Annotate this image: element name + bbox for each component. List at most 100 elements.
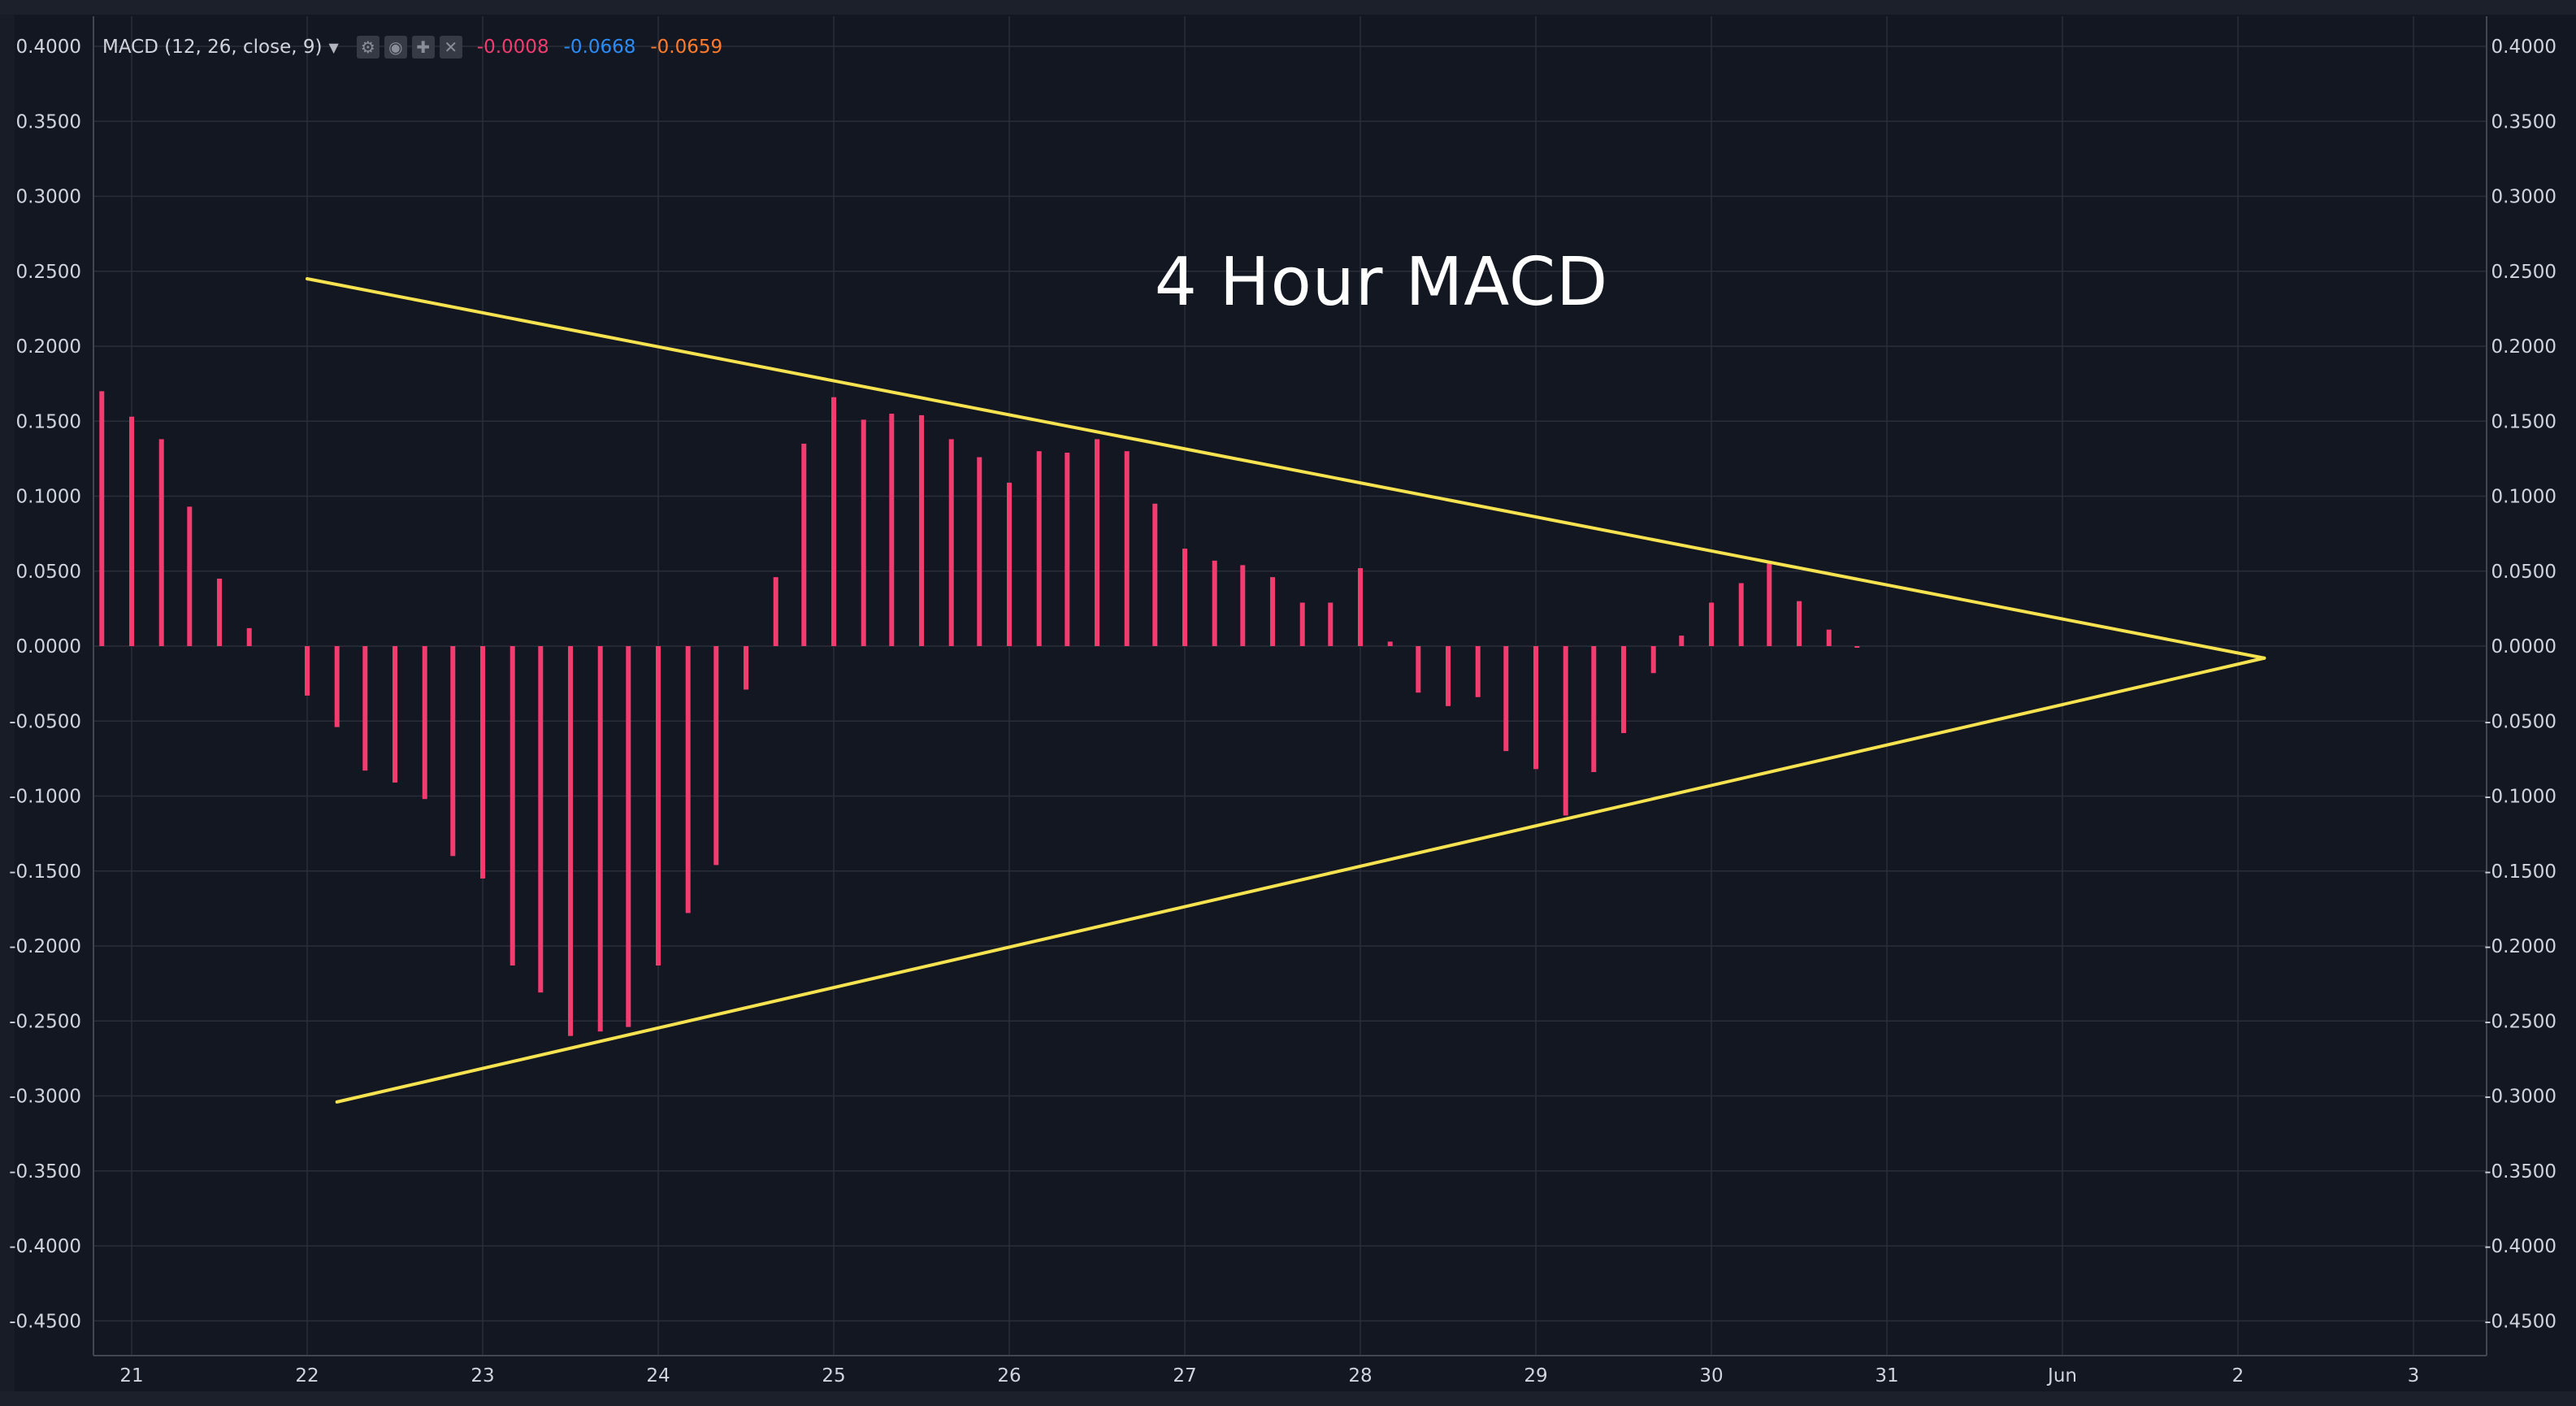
y-tick-label: 0.0500 — [2491, 562, 2556, 583]
y-tick-label: -0.4500 — [2484, 1311, 2556, 1332]
eye-icon[interactable]: ◉ — [384, 36, 407, 59]
x-tick-label: 30 — [1699, 1365, 1723, 1386]
histogram-bar — [1797, 601, 1802, 646]
x-tick-label: 21 — [119, 1365, 143, 1386]
top-toolbar — [0, 0, 2576, 15]
histogram-value: -0.0008 — [476, 37, 549, 58]
histogram-bar — [1650, 646, 1656, 674]
y-tick-label: 0.3000 — [16, 187, 81, 208]
y-tick-label: 0.1500 — [16, 411, 81, 432]
histogram-bar — [1387, 641, 1393, 646]
histogram-bar — [831, 397, 836, 646]
histogram-bar — [1036, 451, 1042, 646]
y-tick-label: -0.2000 — [2484, 936, 2556, 957]
histogram-bar — [1446, 646, 1451, 706]
x-tick-label: 26 — [997, 1365, 1021, 1386]
y-tick-label: -0.1000 — [2484, 787, 2556, 808]
histogram-bar — [129, 416, 134, 646]
histogram-bar — [246, 627, 252, 646]
histogram-bar — [656, 646, 661, 966]
histogram-bar — [1563, 646, 1568, 816]
histogram-bar — [1299, 602, 1305, 646]
close-icon[interactable]: ✕ — [439, 36, 462, 59]
y-tick-label: 0.2500 — [16, 262, 81, 283]
histogram-bar — [1182, 549, 1187, 646]
histogram-bar — [597, 646, 603, 1032]
indicator-legend: MACD (12, 26, close, 9) ▼ ⚙ ◉ ✚ ✕ -0.000… — [102, 33, 722, 62]
x-tick-label: 22 — [295, 1365, 319, 1386]
histogram-bar — [1152, 503, 1158, 646]
histogram-bar — [334, 646, 340, 727]
histogram-bar — [187, 506, 193, 646]
histogram-bar — [626, 646, 631, 1027]
histogram-bar — [1826, 629, 1832, 646]
y-tick-label: -0.0500 — [2484, 711, 2556, 732]
y-tick-label: -0.1000 — [9, 787, 81, 808]
histogram-bar — [977, 457, 982, 646]
histogram-bar — [1709, 602, 1714, 646]
histogram-bar — [948, 439, 954, 646]
histogram-bar — [1854, 646, 1860, 648]
y-tick-label: -0.2500 — [9, 1011, 81, 1032]
y-tick-label: 0.3000 — [2491, 187, 2556, 208]
y-tick-label: 0.3500 — [16, 111, 81, 132]
y-tick-label: 0.1000 — [2491, 487, 2556, 508]
histogram-bar — [1065, 452, 1070, 646]
macd-value: -0.0668 — [563, 37, 636, 58]
histogram-bar — [1124, 451, 1130, 646]
chevron-down-icon[interactable]: ▼ — [328, 39, 339, 55]
histogram-bar — [1007, 482, 1012, 646]
histogram-bar — [713, 646, 719, 866]
histogram-bar — [1270, 577, 1275, 646]
y-tick-label: 0.4000 — [2491, 37, 2556, 58]
y-tick-label: -0.4500 — [9, 1311, 81, 1332]
y-tick-label: -0.4000 — [2484, 1236, 2556, 1257]
histogram-bar — [1475, 646, 1481, 697]
y-tick-label: 0.2500 — [2491, 262, 2556, 283]
histogram-bar — [744, 646, 748, 690]
y-tick-label: -0.3500 — [2484, 1161, 2556, 1183]
histogram-bar — [99, 391, 105, 646]
x-tick-label: 28 — [1348, 1365, 1372, 1386]
trendline[interactable] — [306, 276, 2266, 660]
y-tick-label: -0.2000 — [9, 936, 81, 957]
indicator-label[interactable]: MACD (12, 26, close, 9) — [102, 37, 323, 58]
histogram-bar — [1358, 568, 1363, 646]
left-toolbar-edge — [0, 15, 15, 1391]
histogram-bar — [1591, 646, 1597, 772]
histogram-bar — [362, 646, 368, 771]
histogram-bar — [1738, 583, 1744, 646]
x-tick-label: 31 — [1875, 1365, 1898, 1386]
histogram-bar — [1416, 646, 1421, 693]
histogram-bar — [1212, 560, 1217, 646]
x-tick-label: 2 — [2232, 1365, 2244, 1386]
trendline[interactable] — [335, 656, 2266, 1104]
grid — [93, 16, 2487, 1356]
trendlines — [306, 276, 2266, 1104]
histogram-bar — [510, 646, 515, 966]
y-tick-label: 0.1500 — [2491, 411, 2556, 432]
y-tick-label: -0.3000 — [2484, 1087, 2556, 1108]
y-tick-label: 0.0000 — [16, 636, 81, 657]
histogram-bar — [1095, 439, 1099, 646]
chart-annotation: 4 Hour MACD — [1154, 244, 1609, 321]
histogram-bar — [1533, 646, 1538, 770]
histogram-bar — [1328, 602, 1334, 646]
histogram-bar — [1679, 636, 1685, 646]
y-tick-label: -0.2500 — [2484, 1011, 2556, 1032]
histogram-bar — [1767, 563, 1772, 646]
more-icon[interactable]: ✚ — [411, 36, 435, 59]
y-tick-label: -0.0500 — [9, 711, 81, 732]
settings-icon[interactable]: ⚙ — [356, 36, 379, 59]
y-tick-label: -0.3500 — [9, 1161, 81, 1183]
histogram-bar — [217, 578, 222, 646]
y-tick-label: 0.0500 — [16, 562, 81, 583]
y-tick-label: 0.0000 — [2491, 636, 2556, 657]
histogram-bar — [392, 646, 397, 783]
y-tick-label: -0.3000 — [9, 1087, 81, 1108]
y-tick-label: 0.3500 — [2491, 111, 2556, 132]
x-axis: 21 22 23 24 25 26 27 28 29 30 31 Jun 2 3 — [119, 1365, 2419, 1386]
x-tick-label: 23 — [471, 1365, 494, 1386]
histogram-bar — [1621, 646, 1626, 734]
